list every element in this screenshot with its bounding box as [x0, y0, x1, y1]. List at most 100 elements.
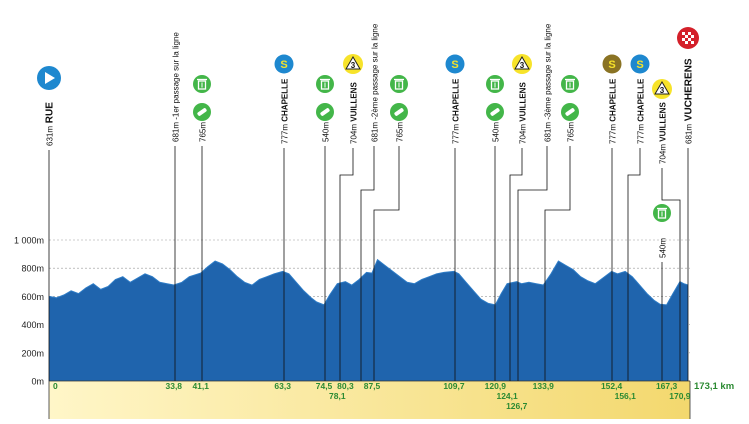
marker-label: 540m [659, 238, 668, 258]
km-label: 126,7 [506, 401, 528, 411]
km-label: 120,9 [485, 381, 507, 391]
trash-icon-bin [394, 80, 404, 90]
marker-altitude: 765m [199, 122, 208, 142]
km-label: 156,1 [615, 391, 637, 401]
marker-altitude: 681m [544, 122, 553, 142]
km-label: 74,5 [316, 381, 333, 391]
marker-place: VUILLENS [350, 82, 359, 124]
sprint-s-blue-icon: S [445, 54, 465, 74]
finish-flag-icon [677, 27, 699, 49]
marker-altitude: 777m [281, 124, 290, 144]
feed-icon-bar [490, 108, 500, 116]
elevation-line [48, 258, 689, 306]
feed-icon [316, 103, 334, 121]
total-distance-label: 173,1 km [694, 381, 734, 392]
marker-label: 777m CHAPELLE [281, 78, 290, 144]
trash-icon-bin [320, 80, 330, 90]
marker-place: VUILLENS [659, 102, 668, 144]
marker-place: CHAPELLE [609, 78, 618, 124]
km-label: 170,9 [669, 391, 691, 401]
sprint-icon-circle [602, 54, 622, 74]
y-tick-label: 1 000m [14, 236, 44, 246]
marker-altitude: 540m [322, 122, 331, 142]
feed-icon-bar [565, 108, 575, 116]
km-label: 167,3 [656, 381, 678, 391]
marker-label: 681m VUCHERENS [684, 58, 695, 144]
trash-icon [486, 75, 504, 93]
marker-altitude: 681m [172, 122, 181, 142]
sprint-s-bronze-icon: S [602, 54, 622, 74]
sprint-icon-circle [445, 54, 465, 74]
marker-label: 765m [567, 122, 576, 142]
marker-label: 681m -1er passage sur la ligne [172, 32, 181, 142]
feed-icon-bar [197, 108, 207, 116]
feed-icon [390, 103, 408, 121]
trash-icon-bin [490, 80, 500, 90]
climb-icon-category: 3 [660, 86, 665, 95]
sprint-icon-letter: S [451, 59, 458, 71]
trash-icon-bin [565, 80, 575, 90]
climb-icon-triangle [345, 56, 361, 70]
marker-label: 681m -2ème passage sur la ligne [371, 23, 380, 142]
marker-label: 765m [199, 122, 208, 142]
marker-altitude: 631m [46, 126, 55, 146]
marker-altitude: 704m [519, 124, 528, 144]
marker-label: 777m CHAPELLE [637, 78, 646, 144]
km-label: 78,1 [329, 391, 346, 401]
marker-label: 777m CHAPELLE [609, 78, 618, 144]
marker-altitude: 765m [567, 122, 576, 142]
y-tick-label: 0m [31, 377, 44, 387]
marker-altitude: 681m [685, 124, 694, 144]
sprint-icon-letter: S [608, 59, 615, 71]
marker-place: -2ème passage sur la ligne [371, 23, 380, 122]
marker-label: 631m RUE [45, 102, 56, 146]
km-band [49, 381, 690, 419]
marker-label: 704m VUILLENS [519, 82, 528, 144]
start-icon-arrow [45, 72, 55, 84]
marker-label: 540m [492, 122, 501, 142]
sprint-icon-circle [630, 54, 650, 74]
feed-icon [193, 103, 211, 121]
marker-line [544, 146, 571, 381]
sprint-s-blue-icon: S [274, 54, 294, 74]
trash-icon [561, 75, 579, 93]
finish-icon-check [691, 41, 694, 44]
marker-place: CHAPELLE [452, 78, 461, 124]
marker-line [517, 146, 548, 381]
km-label: 133,9 [533, 381, 555, 391]
km-label: 87,5 [364, 381, 381, 391]
sprint-icon-letter: S [280, 59, 287, 71]
start-arrow-icon [37, 66, 61, 90]
marker-place: RUE [45, 102, 56, 126]
marker-altitude: 540m [492, 122, 501, 142]
marker-place: -1er passage sur la ligne [172, 32, 181, 122]
climb-icon-triangle [654, 81, 670, 95]
feed-icon-bar [394, 108, 404, 116]
marker-place: CHAPELLE [281, 78, 290, 124]
sprint-s-blue-icon: S [630, 54, 650, 74]
finish-icon-check [688, 38, 691, 41]
marker-label: 704m VUILLENS [659, 102, 668, 164]
marker-place: CHAPELLE [637, 78, 646, 124]
finish-icon-check [685, 41, 688, 44]
trash-icon [653, 204, 671, 222]
y-tick-label: 600m [21, 292, 44, 302]
marker-altitude: 681m [371, 122, 380, 142]
km-label: 41,1 [192, 381, 209, 391]
marker-label: 704m VUILLENS [350, 82, 359, 144]
km-label: 33,8 [165, 381, 182, 391]
marker-altitude: 777m [452, 124, 461, 144]
finish-icon-check [691, 35, 694, 38]
finish-icon-check [682, 32, 685, 35]
finish-icon-check [685, 35, 688, 38]
feed-icon [486, 103, 504, 121]
marker-label: 765m [396, 122, 405, 142]
trash-icon-bin [657, 209, 667, 219]
marker-altitude: 540m [659, 238, 668, 258]
marker-altitude: 777m [609, 124, 618, 144]
km-label: 63,3 [274, 381, 291, 391]
feed-icon [561, 103, 579, 121]
marker-line [627, 148, 641, 381]
finish-icon-check [688, 32, 691, 35]
